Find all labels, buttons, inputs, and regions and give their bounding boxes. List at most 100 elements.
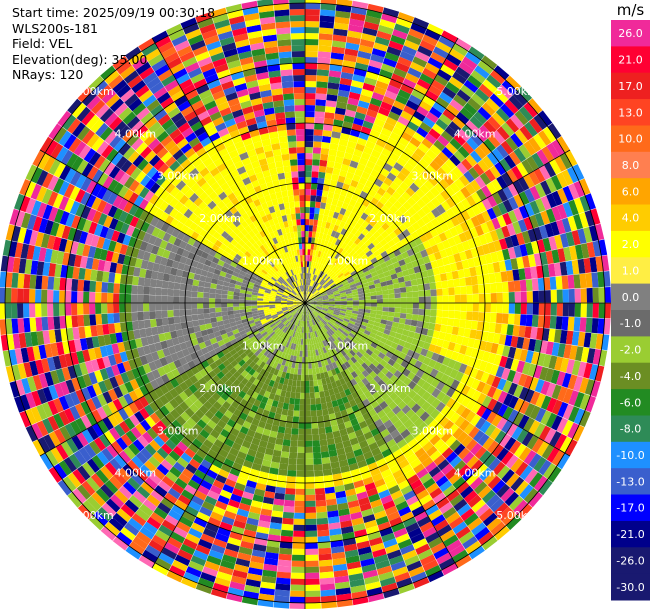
velocity-cell [311,280,315,287]
velocity-cell [457,129,471,142]
velocity-cell [436,167,448,179]
velocity-cell [518,414,530,429]
velocity-cell [482,321,490,332]
velocity-cell [449,48,465,62]
velocity-cell [355,247,363,255]
velocity-cell [311,428,319,435]
velocity-cell [338,264,346,271]
velocity-cell [507,281,515,292]
velocity-cell [344,285,351,290]
velocity-cell [425,221,435,231]
velocity-cell [320,279,325,286]
velocity-cell [316,189,323,197]
velocity-cell [579,195,591,212]
velocity-cell [496,126,510,141]
velocity-cell [335,107,346,116]
velocity-cell [333,310,340,315]
velocity-cell [95,314,103,325]
velocity-cell [343,283,350,288]
velocity-cell [382,307,389,312]
velocity-cell [438,364,448,374]
velocity-cell [311,274,315,281]
velocity-cell [414,50,430,63]
velocity-cell [545,250,554,265]
velocity-cell [363,21,380,31]
velocity-cell [507,210,518,224]
velocity-cell [420,224,430,234]
velocity-cell [284,494,295,501]
velocity-cell [407,216,417,226]
velocity-cell [392,147,403,157]
velocity-cell [367,264,375,271]
velocity-cell [358,296,365,301]
velocity-cell [314,282,320,289]
velocity-cell [298,434,305,441]
velocity-cell [318,171,326,179]
velocity-cell [305,105,316,112]
velocity-cell [410,152,422,163]
velocity-cell [442,303,449,311]
velocity-cell [456,393,467,405]
velocity-cell [327,191,335,199]
velocity-cell [459,344,468,355]
velocity-cell [395,141,407,152]
velocity-cell [565,439,578,456]
velocity-cell [490,342,499,354]
velocity-cell [318,286,324,292]
velocity-cell [345,311,352,316]
velocity-cell [369,227,377,235]
velocity-cell [17,303,24,319]
velocity-cell [513,314,521,326]
velocity-cell [305,512,317,519]
velocity-cell [449,368,459,379]
velocity-cell [322,300,329,302]
velocity-cell [510,133,524,148]
velocity-cell [394,209,403,219]
velocity-cell [524,267,532,280]
velocity-cell [325,234,331,242]
velocity-cell [378,153,389,163]
velocity-cell [417,354,426,363]
velocity-cell [339,312,346,316]
velocity-cell [368,284,376,290]
velocity-cell [589,333,598,349]
velocity-cell [389,213,399,223]
velocity-cell [318,39,333,47]
velocity-cell [579,377,589,394]
velocity-cell [506,223,516,236]
velocity-cell [550,175,563,191]
velocity-cell [428,237,437,247]
velocity-cell [365,250,373,258]
velocity-cell [321,310,327,314]
velocity-cell [338,83,351,92]
velocity-cell [362,82,376,92]
velocity-cell [349,85,363,95]
velocity-cell [305,87,316,94]
velocity-cell [305,464,314,471]
velocity-cell [543,463,557,479]
velocity-cell [398,205,408,215]
velocity-cell [561,420,574,437]
velocity-cell [305,518,317,525]
velocity-cell [437,69,452,82]
velocity-cell [329,264,336,271]
velocity-cell [585,395,596,413]
velocity-cell [315,276,320,283]
velocity-cell [400,303,407,309]
velocity-cell [363,207,372,216]
velocity-cell [595,333,604,350]
velocity-cell [352,300,359,303]
velocity-cell [489,427,502,441]
velocity-cell [433,234,442,245]
velocity-cell [544,162,557,178]
velocity-cell [310,201,316,208]
velocity-cell [155,295,162,303]
velocity-cell [305,494,316,501]
velocity-cell [83,280,91,292]
velocity-cell [382,294,389,299]
velocity-cell [0,287,6,303]
velocity-cell [167,281,175,290]
velocity-cell [337,317,344,322]
velocity-cell [407,267,416,275]
velocity-cell [71,303,78,316]
